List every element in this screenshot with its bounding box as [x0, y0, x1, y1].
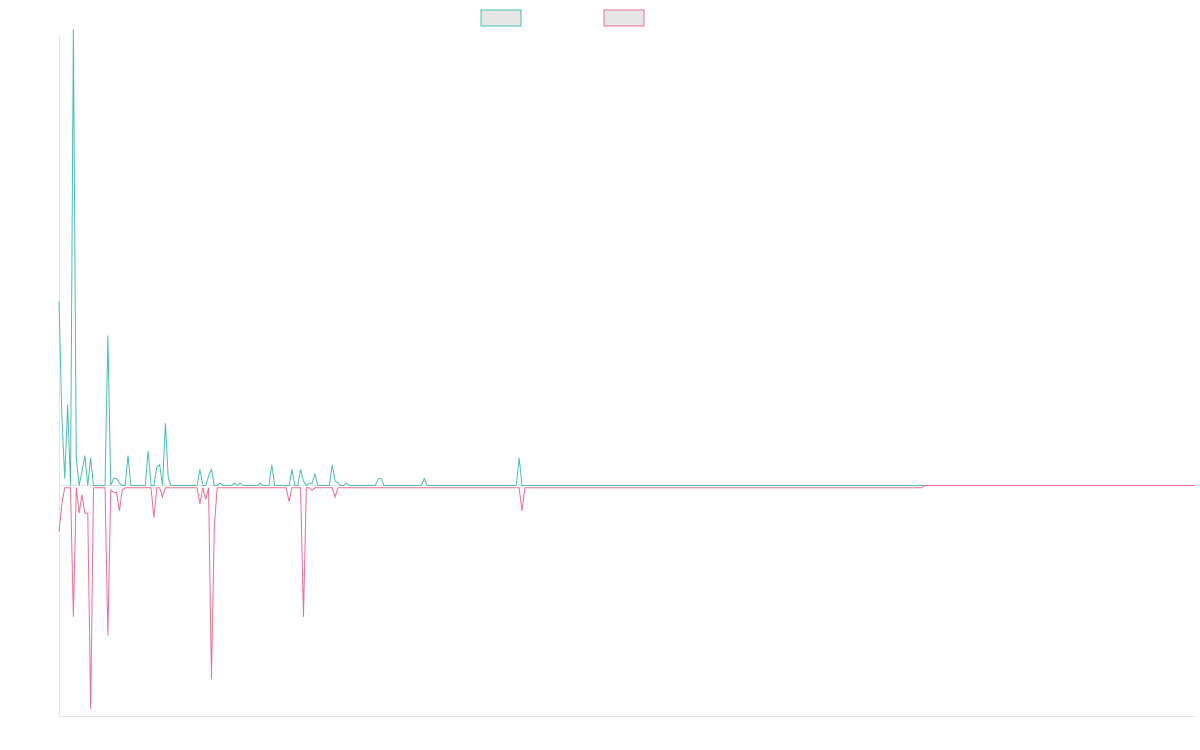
series-a-line	[58, 29, 1195, 487]
legend-swatch-series-b[interactable]	[603, 9, 645, 27]
series-b-line	[58, 484, 1195, 710]
legend	[480, 9, 645, 27]
series-layer	[58, 29, 1195, 710]
legend-swatch-series-a[interactable]	[480, 9, 522, 27]
